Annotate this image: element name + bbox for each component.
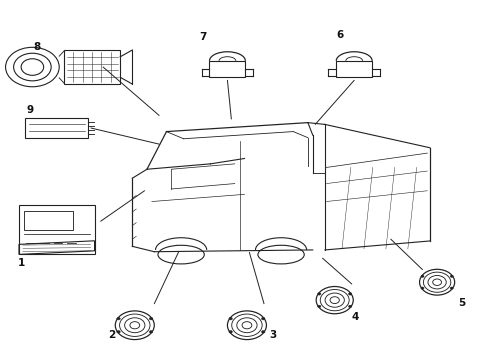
Circle shape bbox=[149, 330, 153, 333]
Text: 9: 9 bbox=[26, 105, 34, 115]
Text: 5: 5 bbox=[457, 298, 464, 308]
Circle shape bbox=[317, 293, 320, 295]
Text: 2: 2 bbox=[108, 330, 115, 340]
Text: 8: 8 bbox=[34, 42, 41, 52]
Circle shape bbox=[117, 318, 120, 320]
Circle shape bbox=[348, 305, 351, 307]
Circle shape bbox=[117, 330, 120, 333]
Circle shape bbox=[228, 330, 232, 333]
Circle shape bbox=[420, 275, 423, 278]
Circle shape bbox=[420, 287, 423, 289]
Text: 4: 4 bbox=[351, 312, 359, 322]
Text: 6: 6 bbox=[335, 30, 343, 40]
Text: 3: 3 bbox=[268, 330, 276, 340]
Text: 1: 1 bbox=[18, 258, 25, 268]
Text: 7: 7 bbox=[199, 32, 206, 41]
Circle shape bbox=[261, 318, 264, 320]
Circle shape bbox=[228, 318, 232, 320]
Circle shape bbox=[149, 318, 153, 320]
Circle shape bbox=[449, 275, 452, 278]
Circle shape bbox=[348, 293, 351, 295]
Circle shape bbox=[317, 305, 320, 307]
Circle shape bbox=[449, 287, 452, 289]
Circle shape bbox=[261, 330, 264, 333]
